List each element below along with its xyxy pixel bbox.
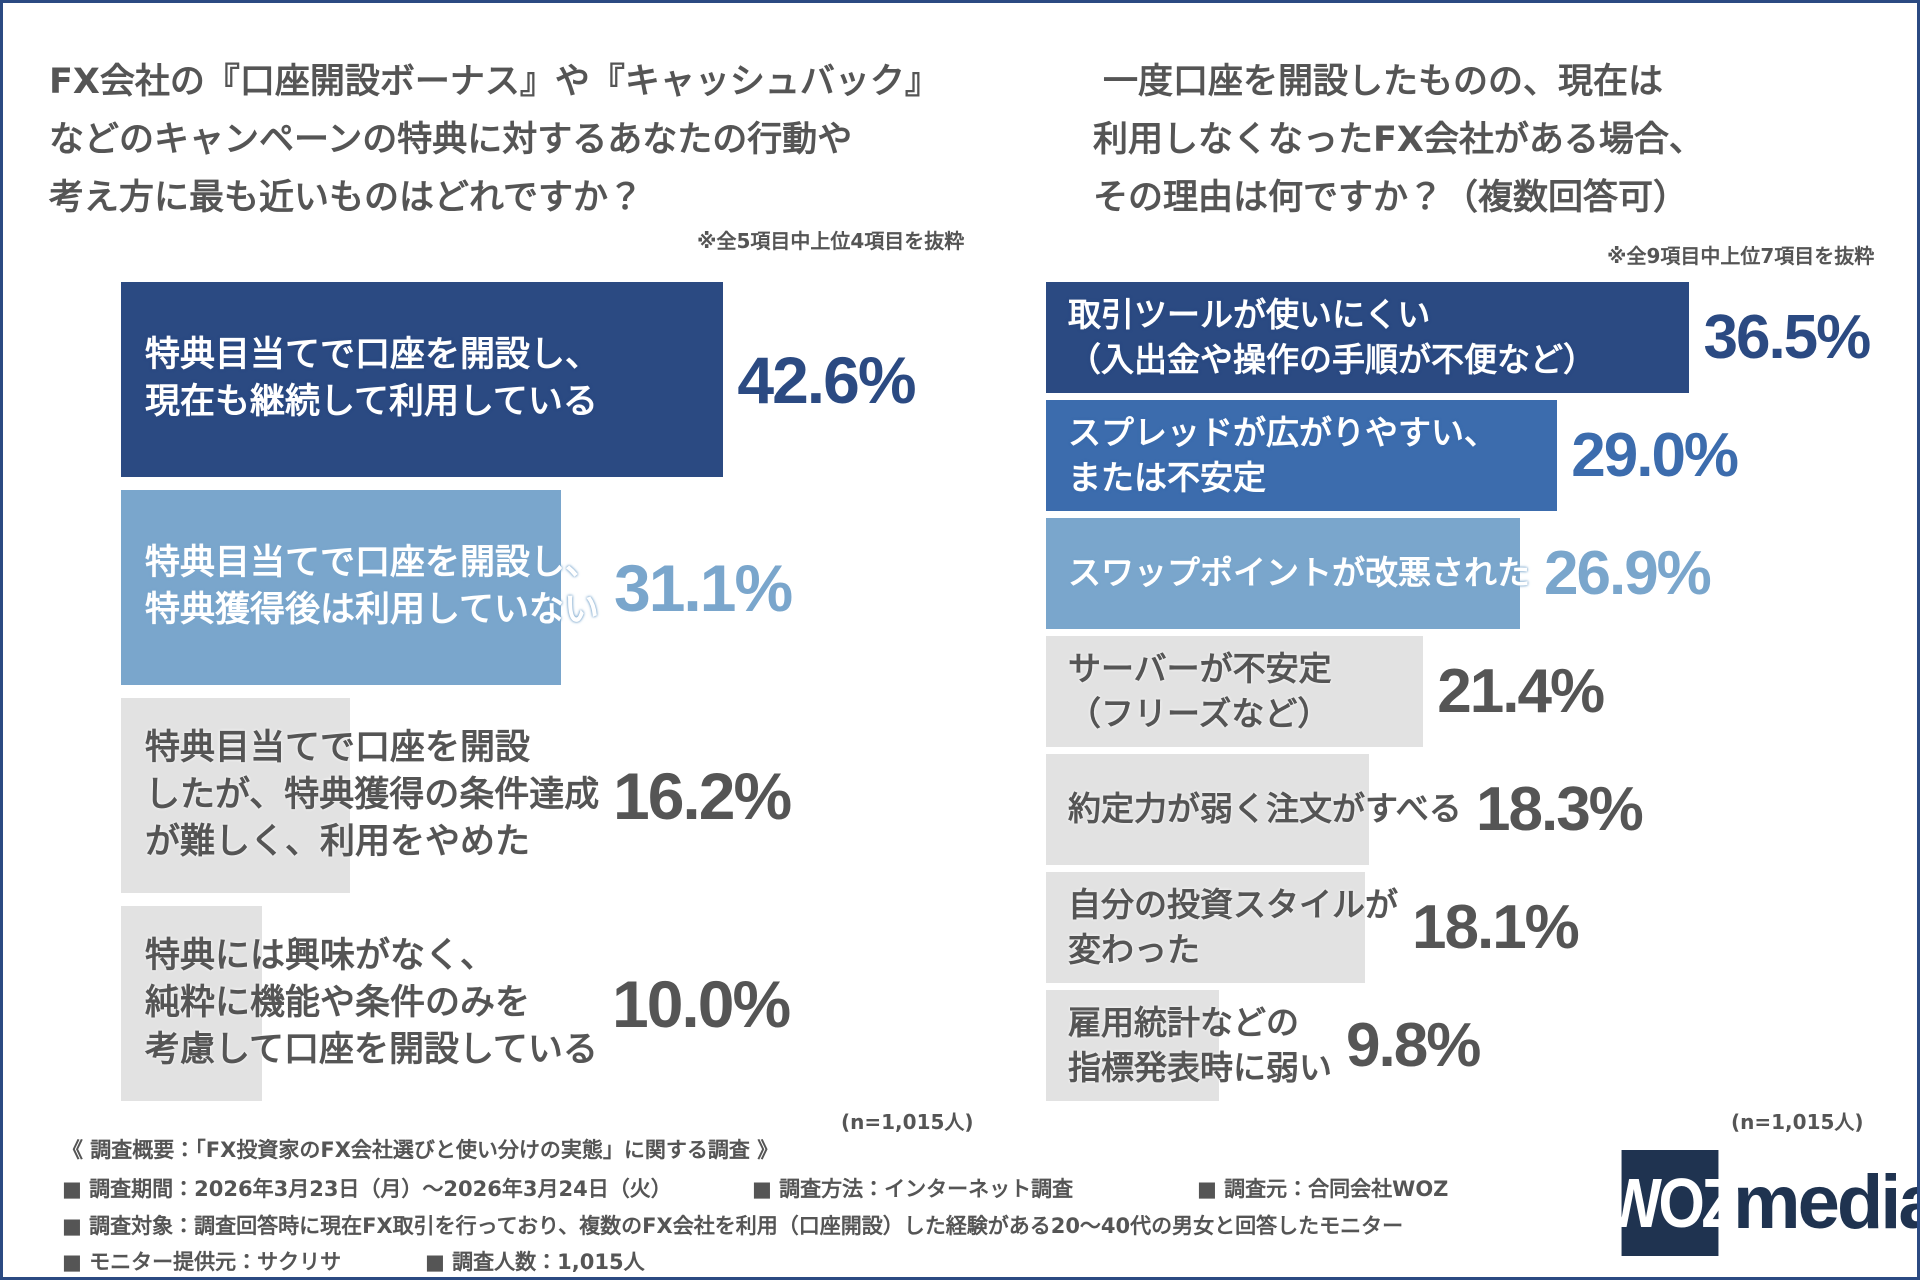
chart-title: 考え方に最も近いものはどれですか？: [49, 178, 643, 218]
category-label: 雇用統計などの 指標発表時に弱い: [1068, 1003, 1332, 1087]
bar: [1046, 754, 1369, 865]
bar: [121, 490, 561, 685]
chart-title: FX会社の『口座開設ボーナス』や『キャッシュバック』: [49, 62, 940, 102]
bar: [1046, 872, 1366, 983]
category-label: スワップポイントが改悪された: [1068, 553, 1530, 592]
logo-mark: WOZ: [1606, 1150, 1738, 1256]
chart-title: などのキャンペーンの特典に対するあなたの行動や: [49, 120, 853, 160]
footer-item: ■ 調査方法：インターネット調査: [752, 1177, 1074, 1201]
category-label: 特典には興味がなく、 純粋に機能や条件のみを 考慮して口座を開設している: [145, 935, 598, 1071]
value-label: 18.1%: [1412, 893, 1580, 962]
value-label: 9.8%: [1346, 1011, 1481, 1080]
value-label: 36.5%: [1703, 303, 1871, 372]
chart-title: 利用しなくなったFX会社がある場合、: [1093, 120, 1704, 160]
category-label: スプレッドが広がりやすい、 または不安定: [1068, 413, 1497, 497]
value-label: 10.0%: [612, 966, 791, 1041]
logo-text: media: [1733, 1160, 1920, 1245]
category-label: 自分の投資スタイルが 変わった: [1068, 885, 1398, 969]
bar: [121, 906, 263, 1101]
bar: [1046, 636, 1424, 747]
footer-item: ■ モニター提供元：サクリサ: [62, 1250, 342, 1274]
note: ※全5項目中上位4項目を抜粋: [697, 229, 965, 253]
footer-item: ■ 調査元：合同会社WOZ: [1197, 1177, 1449, 1201]
footer-item: ■ 調査期間：2026年3月23日（月）～2026年3月24日（火）: [62, 1177, 672, 1201]
value-label: 42.6%: [737, 342, 916, 417]
footer-item: ■ 調査対象：調査回答時に現在FX取引を行っており、複数のFX会社を利用（口座開…: [62, 1214, 1404, 1238]
bar: [1046, 400, 1558, 511]
value-label: 18.3%: [1476, 775, 1644, 844]
value-label: 16.2%: [613, 758, 792, 833]
category-label: 取引ツールが使いにくい （入出金や操作の手順が不便など）: [1068, 295, 1596, 379]
sample-size: (n=1,015人): [1731, 1110, 1864, 1134]
category-label: 特典目当てで口座を開設し、 特典獲得後は利用していない: [145, 543, 601, 631]
value-label: 29.0%: [1571, 421, 1739, 490]
category-label: 特典目当てで口座を開設 したが、特典獲得の条件達成 が難しく、利用をやめた: [145, 727, 600, 863]
footer-item: ■ 調査人数：1,015人: [425, 1250, 645, 1274]
value-label: 21.4%: [1437, 657, 1605, 726]
bar: [1046, 282, 1690, 393]
value-label: 26.9%: [1544, 539, 1712, 608]
category-label: 約定力が弱く注文がすべる: [1068, 789, 1462, 828]
category-label: サーバーが不安定 （フリーズなど）: [1068, 649, 1332, 733]
category-label: 特典目当てで口座を開設し、 現在も継続して利用している: [145, 335, 601, 423]
chart-title: その理由は何ですか？（複数回答可）: [1093, 178, 1689, 218]
footer-heading: 《 調査概要：「FX投資家のFX会社選びと使い分けの実態」に関する調査 》: [62, 1138, 779, 1162]
bar: [121, 698, 351, 893]
note: ※全9項目中上位7項目を抜粋: [1607, 244, 1875, 268]
bar: [121, 282, 724, 477]
bar: [1046, 518, 1521, 629]
value-label: 31.1%: [614, 550, 793, 625]
sample-size: (n=1,015人): [841, 1110, 974, 1134]
chart-title: 一度口座を開設したものの、現在は: [1103, 62, 1664, 102]
bar: [1046, 990, 1219, 1101]
